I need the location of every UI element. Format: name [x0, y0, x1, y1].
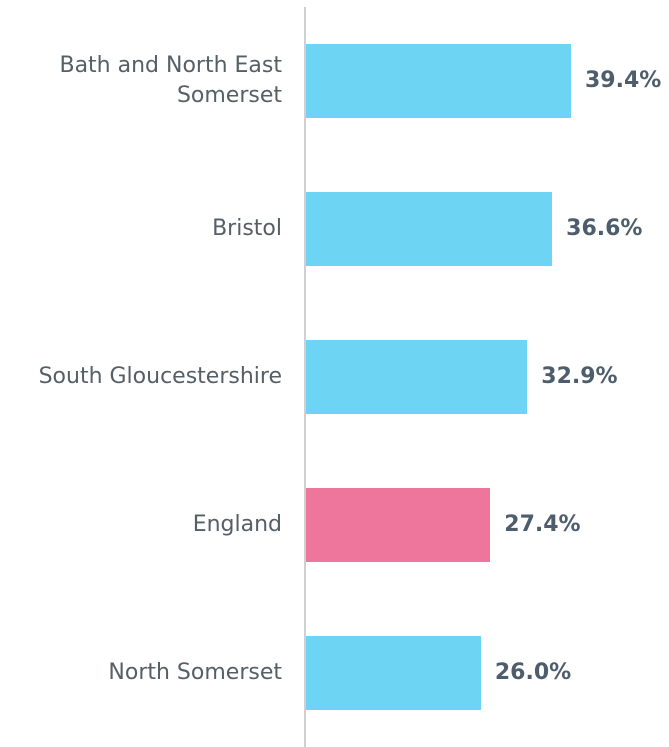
bar: [306, 192, 553, 266]
category-label: Bristol: [212, 216, 282, 241]
bar: [306, 636, 481, 710]
value-label: 39.4%: [585, 68, 662, 93]
bar: [306, 488, 491, 562]
axis-line: [304, 7, 306, 747]
value-label: 36.6%: [566, 216, 643, 241]
bar: [306, 44, 571, 118]
value-label: 26.0%: [494, 660, 572, 685]
category-label: North Somerset: [108, 660, 282, 685]
value-label: 32.9%: [541, 364, 618, 389]
value-label: 27.4%: [504, 512, 581, 537]
category-label: Bath and North East Somerset: [59, 53, 282, 108]
category-label: England: [192, 512, 282, 537]
bar: [306, 340, 528, 414]
category-label: South Gloucestershire: [38, 364, 282, 389]
